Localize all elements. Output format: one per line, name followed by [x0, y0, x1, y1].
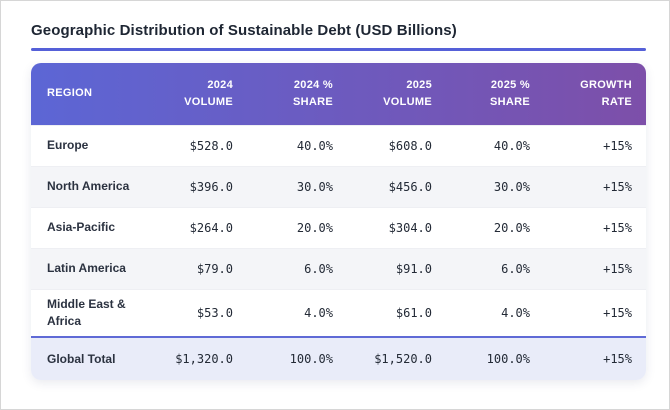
volume-2024-cell: $528.0 [189, 138, 233, 153]
column-header-region: REGION [47, 87, 93, 100]
region-cell: North America [47, 178, 130, 193]
volume-2025-cell: $608.0 [388, 138, 432, 153]
share-2025-cell: 6.0% [501, 261, 530, 276]
volume-2025-cell: $304.0 [388, 220, 432, 235]
growth-rate-cell: +15% [603, 261, 632, 276]
table-row-asia-pacific: Asia-Pacific $264.0 20.0% $304.0 20.0% +… [31, 207, 646, 248]
volume-2024-cell: $53.0 [196, 305, 233, 320]
volume-2025-cell: $1,520.0 [374, 352, 432, 367]
share-2025-cell: 20.0% [493, 220, 530, 235]
distribution-table: REGION 2024 VOLUME 2024 % SHARE 2025 VOL… [31, 63, 646, 381]
volume-2024-cell: $1,320.0 [175, 352, 233, 367]
growth-rate-cell: +15% [603, 138, 632, 153]
growth-rate-cell: +15% [603, 305, 632, 320]
column-header-2025-share: 2025 % SHARE [489, 78, 530, 108]
region-cell: Europe [47, 137, 89, 152]
total-row: Global Total $1,320.0 100.0% $1,520.0 10… [31, 337, 646, 381]
volume-2025-cell: $61.0 [395, 305, 432, 320]
page-title: Geographic Distribution of Sustainable D… [31, 22, 457, 39]
column-header-growth-rate: GROWTH RATE [580, 78, 632, 108]
share-2025-cell: 100.0% [486, 352, 530, 367]
growth-rate-cell: +15% [603, 179, 632, 194]
volume-2024-cell: $264.0 [189, 220, 233, 235]
volume-2024-cell: $79.0 [196, 261, 233, 276]
volume-2025-cell: $456.0 [388, 179, 432, 194]
share-2025-cell: 4.0% [501, 305, 530, 320]
region-cell: Asia-Pacific [47, 219, 116, 234]
volume-2024-cell: $396.0 [189, 179, 233, 194]
volume-2025-cell: $91.0 [395, 261, 432, 276]
region-cell: Global Total [47, 351, 116, 366]
region-cell: Middle East & Africa [47, 296, 126, 328]
share-2024-cell: 4.0% [304, 305, 333, 320]
table-row-middle-east-africa: Middle East & Africa $53.0 4.0% $61.0 4.… [31, 289, 646, 337]
share-2024-cell: 30.0% [296, 179, 333, 194]
title-underline [31, 48, 646, 51]
growth-rate-cell: +15% [603, 352, 632, 367]
table-card: REGION 2024 VOLUME 2024 % SHARE 2025 VOL… [31, 63, 646, 381]
share-2024-cell: 40.0% [296, 138, 333, 153]
column-header-2024-share: 2024 % SHARE [292, 78, 333, 108]
table-row-latin-america: Latin America $79.0 6.0% $91.0 6.0% +15% [31, 248, 646, 289]
share-2025-cell: 40.0% [493, 138, 530, 153]
growth-rate-cell: +15% [603, 220, 632, 235]
share-2024-cell: 6.0% [304, 261, 333, 276]
table-row-north-america: North America $396.0 30.0% $456.0 30.0% … [31, 166, 646, 207]
column-header-2024-volume: 2024 VOLUME [184, 78, 233, 108]
table-row-europe: Europe $528.0 40.0% $608.0 40.0% +15% [31, 125, 646, 166]
share-2024-cell: 20.0% [296, 220, 333, 235]
table-header-row: REGION 2024 VOLUME 2024 % SHARE 2025 VOL… [31, 63, 646, 125]
share-2024-cell: 100.0% [289, 352, 333, 367]
share-2025-cell: 30.0% [493, 179, 530, 194]
region-cell: Latin America [47, 260, 126, 275]
column-header-2025-volume: 2025 VOLUME [383, 78, 432, 108]
